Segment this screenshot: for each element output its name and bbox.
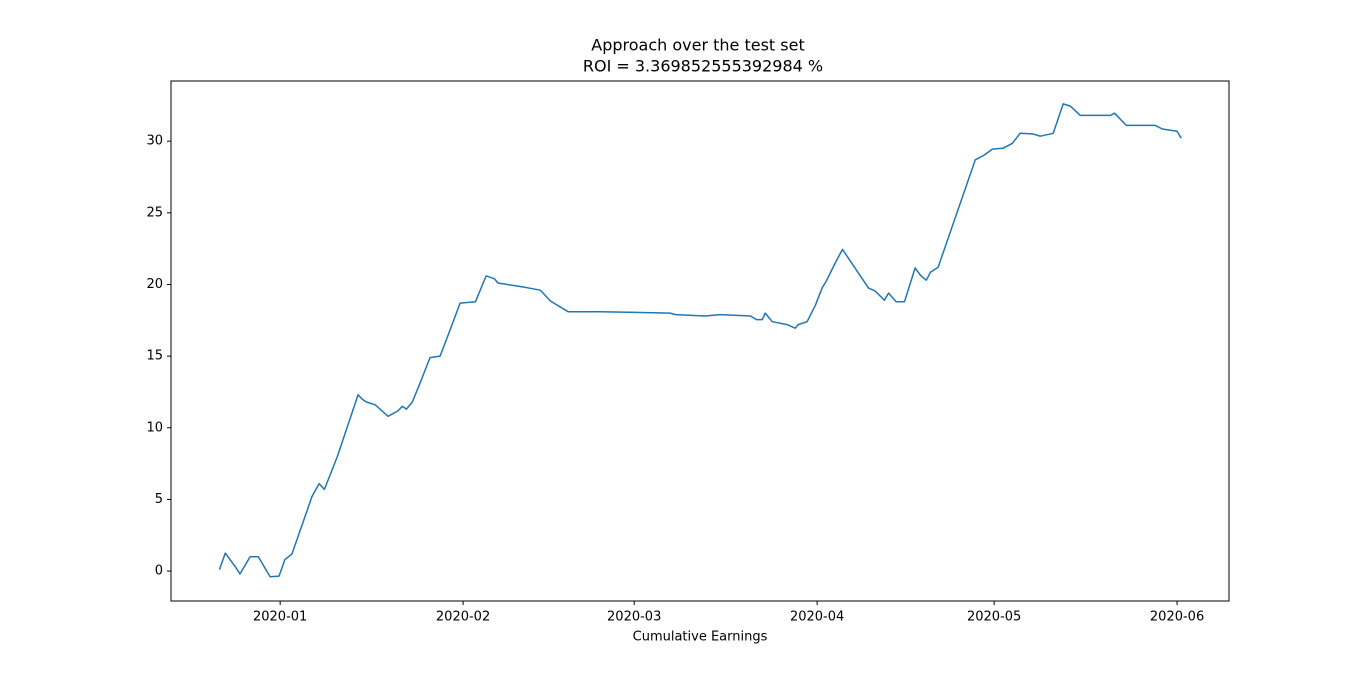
y-tick-label: 0 (155, 564, 163, 579)
y-tick-label: 25 (146, 205, 163, 220)
chart-subtitle: ROI = 3.369852555392984 % (583, 57, 823, 76)
x-tick-label: 2020-02 (436, 610, 490, 625)
x-axis-label: Cumulative Earnings (633, 630, 768, 645)
y-tick-label: 20 (146, 277, 163, 292)
chart-title: Approach over the test set (591, 36, 804, 55)
y-tick-label: 30 (146, 134, 163, 149)
plot-frame (170, 80, 1230, 602)
x-tick-label: 2020-06 (1150, 610, 1204, 625)
x-tick-label: 2020-05 (967, 610, 1021, 625)
x-tick-label: 2020-04 (790, 610, 844, 625)
y-tick-label: 15 (146, 349, 163, 364)
data-line (218, 103, 1182, 578)
y-tick-label: 10 (146, 420, 163, 435)
x-tick-label: 2020-03 (607, 610, 661, 625)
x-tick-label: 2020-01 (253, 610, 307, 625)
y-tick-label: 5 (155, 492, 163, 507)
